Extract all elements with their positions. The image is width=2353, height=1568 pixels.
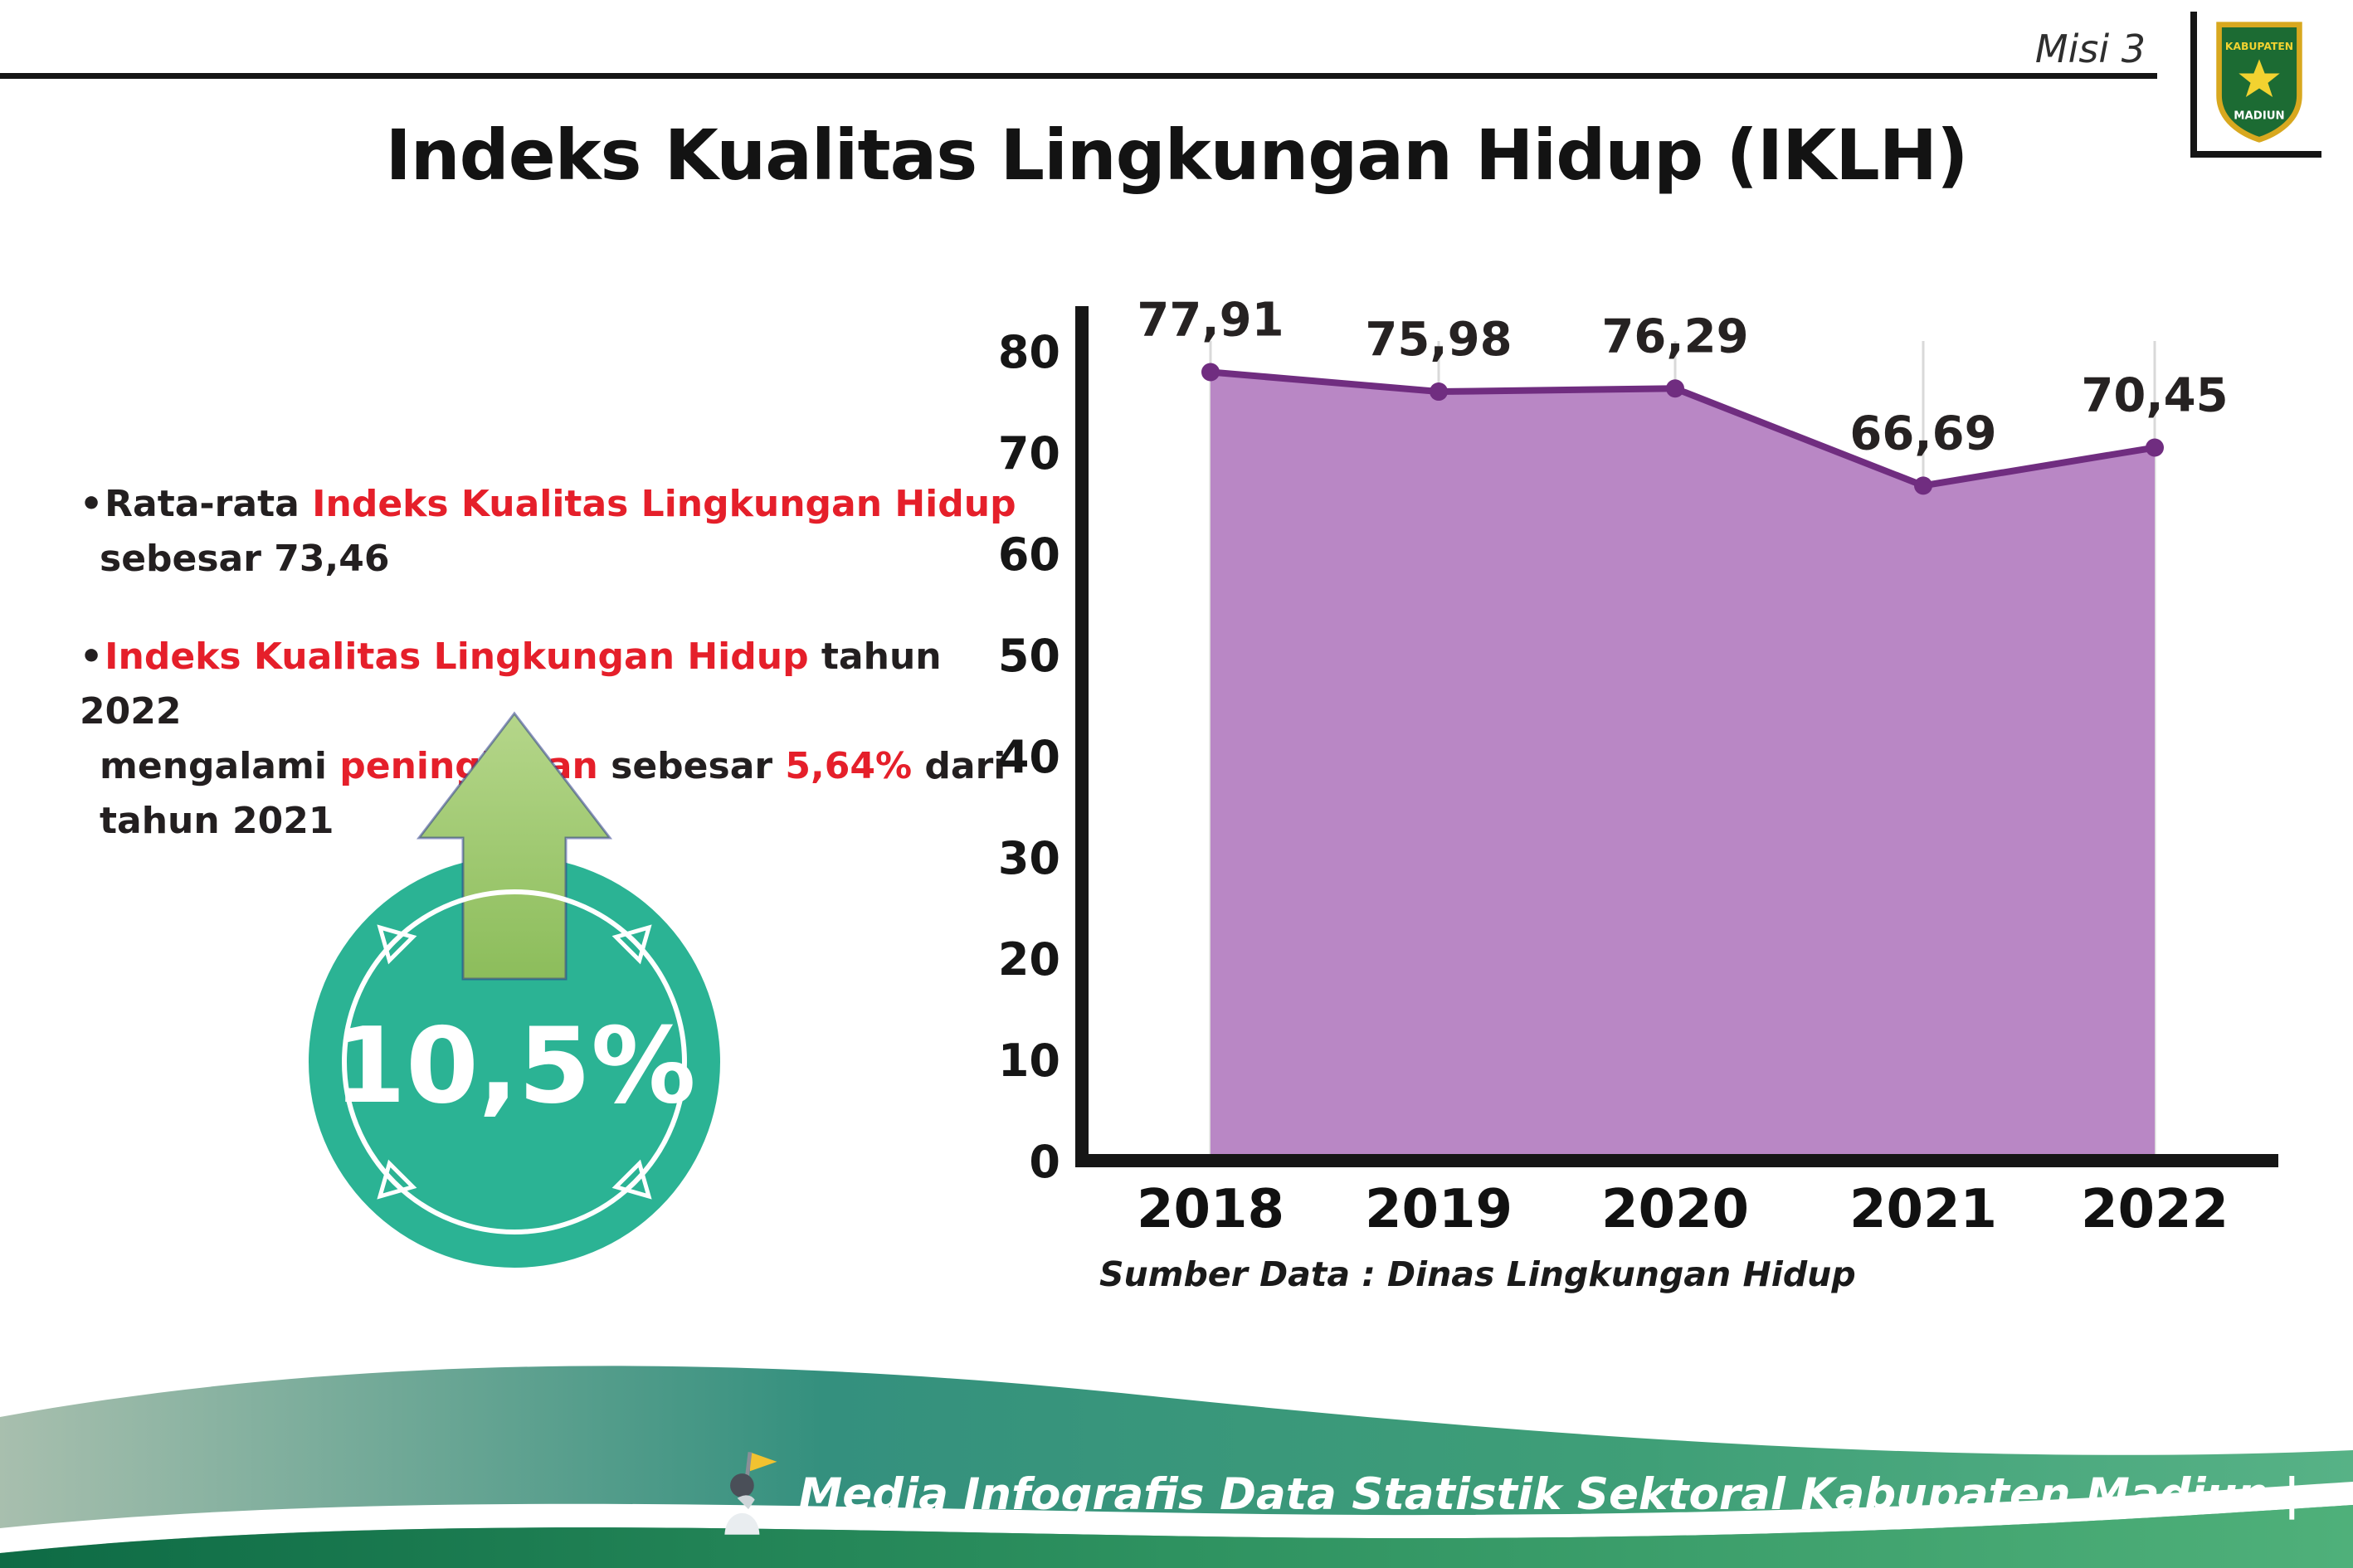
bullet-marker: • xyxy=(80,635,104,678)
y-axis-label: 30 xyxy=(998,832,1060,884)
badge-circle xyxy=(309,856,720,1268)
footer-text: Media Infografis Data Statistik Sektoral… xyxy=(798,1468,2300,1520)
kabupaten-madiun-logo: KABUPATEN MADIUN xyxy=(2216,22,2302,143)
y-axis-label: 70 xyxy=(998,427,1060,480)
up-arrow-icon xyxy=(416,711,613,981)
chart-value-label: 77,91 xyxy=(1137,295,1284,347)
chart-value-label: 66,69 xyxy=(1849,407,1996,460)
badge-value: 10,5% xyxy=(333,1005,695,1127)
chart-point xyxy=(1914,476,1932,495)
text-segment: Indeks Kualitas Lingkungan Hidup xyxy=(105,635,809,678)
y-axis-label: 0 xyxy=(1029,1136,1060,1188)
increase-badge: 10,5% xyxy=(309,711,720,1268)
x-axis xyxy=(1075,1154,2278,1167)
chart-point xyxy=(1666,379,1684,398)
chart-point xyxy=(1430,382,1448,402)
logo-text-bottom: MADIUN xyxy=(2234,110,2284,123)
text-segment: 5,64% xyxy=(785,745,913,787)
bullet-line: •Indeks Kualitas Lingkungan Hidup tahun … xyxy=(80,630,1017,739)
bullet-line: •Rata-rata Indeks Kualitas Lingkungan Hi… xyxy=(80,477,1017,532)
logo-text-top: KABUPATEN xyxy=(2225,41,2293,52)
text-segment: mengalami xyxy=(100,745,340,787)
y-axis-label: 10 xyxy=(998,1035,1060,1087)
x-axis-label: 2022 xyxy=(2081,1179,2229,1240)
x-axis-label: 2019 xyxy=(1365,1179,1513,1240)
text-segment: sebesar xyxy=(597,745,786,787)
header-rule xyxy=(0,73,2157,79)
badge-triangle-icon xyxy=(377,1159,417,1200)
badge-triangle-icon xyxy=(611,924,652,965)
chart-source: Sumber Data : Dinas Lingkungan Hidup xyxy=(1099,1254,1856,1294)
badge-triangle-icon xyxy=(611,1159,652,1200)
bullet-marker: • xyxy=(80,483,104,525)
y-axis-label: 20 xyxy=(998,933,1060,986)
x-axis-label: 2018 xyxy=(1137,1179,1284,1240)
y-axis-label: 40 xyxy=(998,731,1060,783)
bullet-item: •Rata-rata Indeks Kualitas Lingkungan Hi… xyxy=(80,477,1017,587)
text-segment: tahun 2022 xyxy=(80,635,942,733)
footer-wave xyxy=(0,1366,2353,1568)
bullet-line: sebesar 73,46 xyxy=(80,532,1017,587)
chart-point xyxy=(2146,438,2164,457)
text-segment: dari xyxy=(912,745,1006,787)
y-axis-label: 50 xyxy=(998,630,1060,682)
page-title: Indeks Kualitas Lingkungan Hidup (IKLH) xyxy=(385,114,1969,196)
chart-value-label: 76,29 xyxy=(1601,309,1748,363)
chart-point xyxy=(1201,363,1220,382)
y-axis-label: 60 xyxy=(998,528,1060,581)
text-segment: Rata-rata xyxy=(105,483,313,525)
mascot-icon xyxy=(724,1452,777,1535)
badge-triangle-icon xyxy=(377,924,417,965)
footer-wave-green xyxy=(0,1505,2353,1568)
text-segment: tahun 2021 xyxy=(100,800,334,842)
y-axis-label: 80 xyxy=(998,326,1060,378)
logo-frame: KABUPATEN MADIUN xyxy=(2190,12,2321,158)
iklh-chart: 77,91 75,98 76,29 66,69 70,45 0 10 20 30 40 50 60 70… xyxy=(998,295,2278,1240)
y-axis xyxy=(1075,306,1089,1167)
x-axis-label: 2021 xyxy=(1849,1179,1997,1240)
x-axis-label: 2020 xyxy=(1601,1179,1749,1240)
bullet-line: tahun 2021 xyxy=(80,794,1017,849)
footer-wave-white xyxy=(0,1482,2353,1553)
badge-ring xyxy=(342,889,687,1234)
text-segment: Indeks Kualitas Lingkungan Hidup xyxy=(312,483,1016,525)
chart-value-label: 75,98 xyxy=(1365,313,1512,367)
footer-bar: Media Infografis Data Statistik Sektoral… xyxy=(714,1450,2300,1538)
logo-star xyxy=(2239,59,2280,97)
chart-area xyxy=(1211,372,2155,1154)
chart-value-label: 70,45 xyxy=(2081,369,2228,423)
text-segment: sebesar 73,46 xyxy=(100,538,390,580)
misi-label: Misi 3 xyxy=(2034,27,2146,71)
